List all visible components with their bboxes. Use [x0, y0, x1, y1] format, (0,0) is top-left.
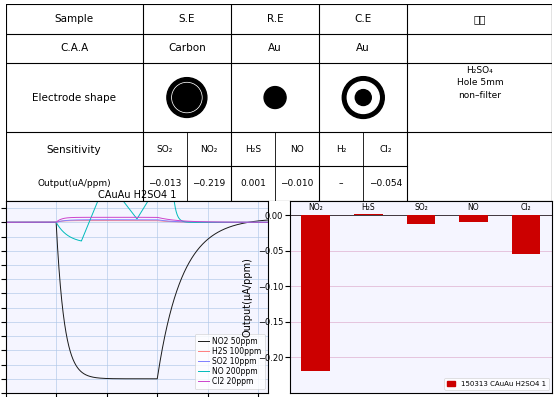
Ellipse shape — [167, 78, 207, 118]
Ellipse shape — [347, 82, 379, 114]
NO 200ppm — [103, 177, 110, 182]
Text: Cl₂: Cl₂ — [521, 202, 531, 212]
NO 200ppm — [78, 239, 85, 243]
Bar — [301, 215, 330, 371]
Cl2 20ppm — [154, 215, 161, 220]
Ellipse shape — [264, 87, 286, 108]
NO 200ppm — [265, 220, 272, 225]
NO2 50ppm — [265, 218, 272, 222]
Cl2 20ppm — [265, 220, 272, 225]
Text: SO₂: SO₂ — [157, 145, 173, 154]
H2S 100ppm — [154, 218, 161, 223]
NO2 50ppm — [232, 223, 238, 227]
Cl2 20ppm — [48, 220, 55, 225]
Text: –: – — [339, 179, 344, 188]
NO2 50ppm — [2, 220, 9, 225]
Text: −0.054: −0.054 — [369, 179, 402, 188]
Text: NO: NO — [468, 202, 479, 212]
Bar — [354, 214, 383, 215]
NO2 50ppm — [154, 376, 161, 381]
Text: Au: Au — [268, 43, 282, 53]
NO 200ppm — [32, 220, 39, 225]
Ellipse shape — [172, 83, 201, 112]
Text: Sensitivity: Sensitivity — [47, 145, 102, 155]
Legend: NO2 50ppm, H2S 100ppm, SO2 10ppm, NO 200ppm, Cl2 20ppm: NO2 50ppm, H2S 100ppm, SO2 10ppm, NO 200… — [195, 333, 264, 389]
Text: Cl₂: Cl₂ — [379, 145, 392, 154]
Text: Electrode shape: Electrode shape — [32, 93, 116, 102]
Text: 비고: 비고 — [474, 14, 486, 24]
SO2 10ppm — [260, 220, 267, 225]
Ellipse shape — [342, 77, 384, 118]
H2S 100ppm — [260, 220, 267, 225]
Text: Carbon: Carbon — [168, 43, 206, 53]
SO2 10ppm — [114, 218, 121, 222]
Text: NO₂: NO₂ — [200, 145, 218, 154]
NO2 50ppm — [114, 376, 121, 381]
Bar — [512, 215, 541, 254]
Text: NO: NO — [290, 145, 304, 154]
Text: R.E: R.E — [267, 14, 283, 24]
NO2 50ppm — [260, 218, 267, 223]
SO2 10ppm — [265, 220, 272, 225]
H2S 100ppm — [114, 218, 121, 223]
H2S 100ppm — [2, 220, 9, 225]
Y-axis label: Output(μA/ppm): Output(μA/ppm) — [242, 257, 252, 337]
Text: Output(uA/ppm): Output(uA/ppm) — [37, 179, 111, 188]
Line: SO2 10ppm: SO2 10ppm — [6, 220, 268, 222]
Text: S.E: S.E — [179, 14, 195, 24]
NO2 50ppm — [103, 376, 110, 381]
Text: 0.001: 0.001 — [240, 179, 266, 188]
Bar — [407, 215, 435, 224]
NO 200ppm — [232, 220, 238, 225]
NO 200ppm — [260, 220, 267, 225]
Cl2 20ppm — [114, 215, 121, 220]
H2S 100ppm — [265, 220, 272, 225]
Ellipse shape — [172, 83, 202, 112]
Line: NO 200ppm: NO 200ppm — [6, 0, 268, 241]
SO2 10ppm — [154, 218, 161, 222]
Text: H₂S: H₂S — [362, 202, 375, 212]
Text: C.A.A: C.A.A — [60, 43, 88, 53]
Cl2 20ppm — [2, 220, 9, 225]
Text: −0.010: −0.010 — [281, 179, 314, 188]
Text: H₂S: H₂S — [245, 145, 261, 154]
Ellipse shape — [355, 90, 371, 106]
Title: CAuAu H2SO4 1: CAuAu H2SO4 1 — [98, 190, 176, 200]
SO2 10ppm — [103, 218, 110, 222]
SO2 10ppm — [232, 220, 238, 225]
H2S 100ppm — [48, 220, 55, 225]
NO2 50ppm — [32, 220, 39, 225]
H2S 100ppm — [103, 218, 110, 223]
NO 200ppm — [48, 220, 55, 225]
Text: SO₂: SO₂ — [414, 202, 428, 212]
SO2 10ppm — [2, 220, 9, 225]
NO 200ppm — [114, 192, 121, 197]
Text: Au: Au — [357, 43, 370, 53]
Cl2 20ppm — [232, 220, 238, 225]
Line: Cl2 20ppm: Cl2 20ppm — [6, 217, 268, 222]
Text: Sample: Sample — [55, 14, 94, 24]
H2S 100ppm — [232, 220, 238, 225]
Bar — [459, 215, 488, 222]
Text: C.E: C.E — [355, 14, 372, 24]
H2S 100ppm — [32, 220, 39, 225]
SO2 10ppm — [32, 220, 39, 225]
Line: H2S 100ppm: H2S 100ppm — [6, 221, 268, 222]
Cl2 20ppm — [260, 220, 267, 225]
Legend: 150313 CAuAu H2SO4 1: 150313 CAuAu H2SO4 1 — [444, 378, 549, 389]
Line: NO2 50ppm: NO2 50ppm — [6, 220, 268, 379]
SO2 10ppm — [48, 220, 55, 225]
Text: −0.013: −0.013 — [148, 179, 181, 188]
Cl2 20ppm — [103, 215, 110, 220]
NO 200ppm — [2, 220, 9, 225]
Text: H₂SO₄
Hole 5mm
non–filter: H₂SO₄ Hole 5mm non–filter — [456, 66, 503, 100]
Cl2 20ppm — [32, 220, 39, 225]
Text: H₂: H₂ — [336, 145, 347, 154]
Text: NO₂: NO₂ — [309, 202, 323, 212]
Text: −0.219: −0.219 — [193, 179, 225, 188]
NO2 50ppm — [48, 220, 55, 225]
